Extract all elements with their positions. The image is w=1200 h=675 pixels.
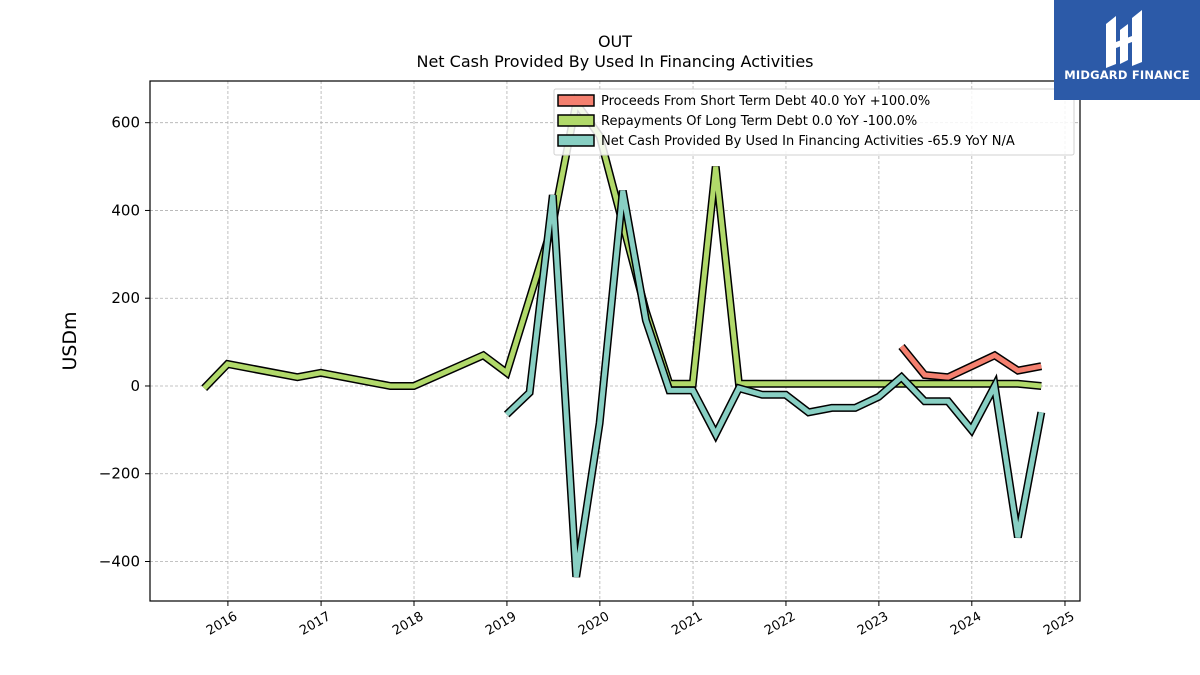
x-tick-label: 2025 [1041,609,1077,639]
y-axis: −400 −200 0 200 400 600 [99,114,150,571]
legend-box [553,88,1075,156]
legend-swatch [557,94,595,107]
logo-text: MIDGARD FINANCE [1064,68,1190,82]
legend-entry: Proceeds From Short Term Debt 40.0 YoY +… [601,94,930,109]
x-tick-label: 2024 [948,609,984,639]
y-tick-label: 0 [130,377,140,395]
y-tick-label: 600 [111,114,140,132]
y-tick-label: −200 [99,465,140,483]
series-line-1 [202,96,1042,390]
series-layer [201,92,1046,578]
x-tick-label: 2019 [483,609,519,639]
x-tick-label: 2021 [669,609,705,639]
brand-logo: MIDGARD FINANCE [1054,0,1200,100]
legend-entry: Repayments Of Long Term Debt 0.0 YoY -10… [601,114,917,129]
chart-subtitle: Net Cash Provided By Used In Financing A… [416,52,814,71]
y-tick-label: 400 [111,201,140,219]
x-tick-label: 2018 [390,609,426,639]
series-line-0 [899,344,1042,380]
plot-frame [149,80,1081,602]
legend-swatch [557,134,595,147]
chart-title: OUT [597,32,633,51]
series-line-2 [504,190,1044,578]
grid-lines [150,81,1080,601]
x-axis: 2016 2017 2018 2019 2020 2021 2022 2023 2024 2025 [204,601,1077,639]
legend-entry: Net Cash Provided By Used In Financing A… [601,134,1015,149]
x-tick-label: 2022 [762,609,798,639]
x-tick-label: 2016 [204,609,240,639]
legend-swatch [557,114,595,127]
logo-mark-icon [1106,10,1142,68]
y-axis-label: USDm [59,311,81,370]
legend: Proceeds From Short Term Debt 40.0 YoY +… [553,88,1075,156]
y-tick-label: −400 [99,553,140,571]
x-tick-label: 2017 [297,609,333,639]
y-tick-label: 200 [111,289,140,307]
x-tick-label: 2023 [855,609,891,639]
x-tick-label: 2020 [576,609,612,639]
